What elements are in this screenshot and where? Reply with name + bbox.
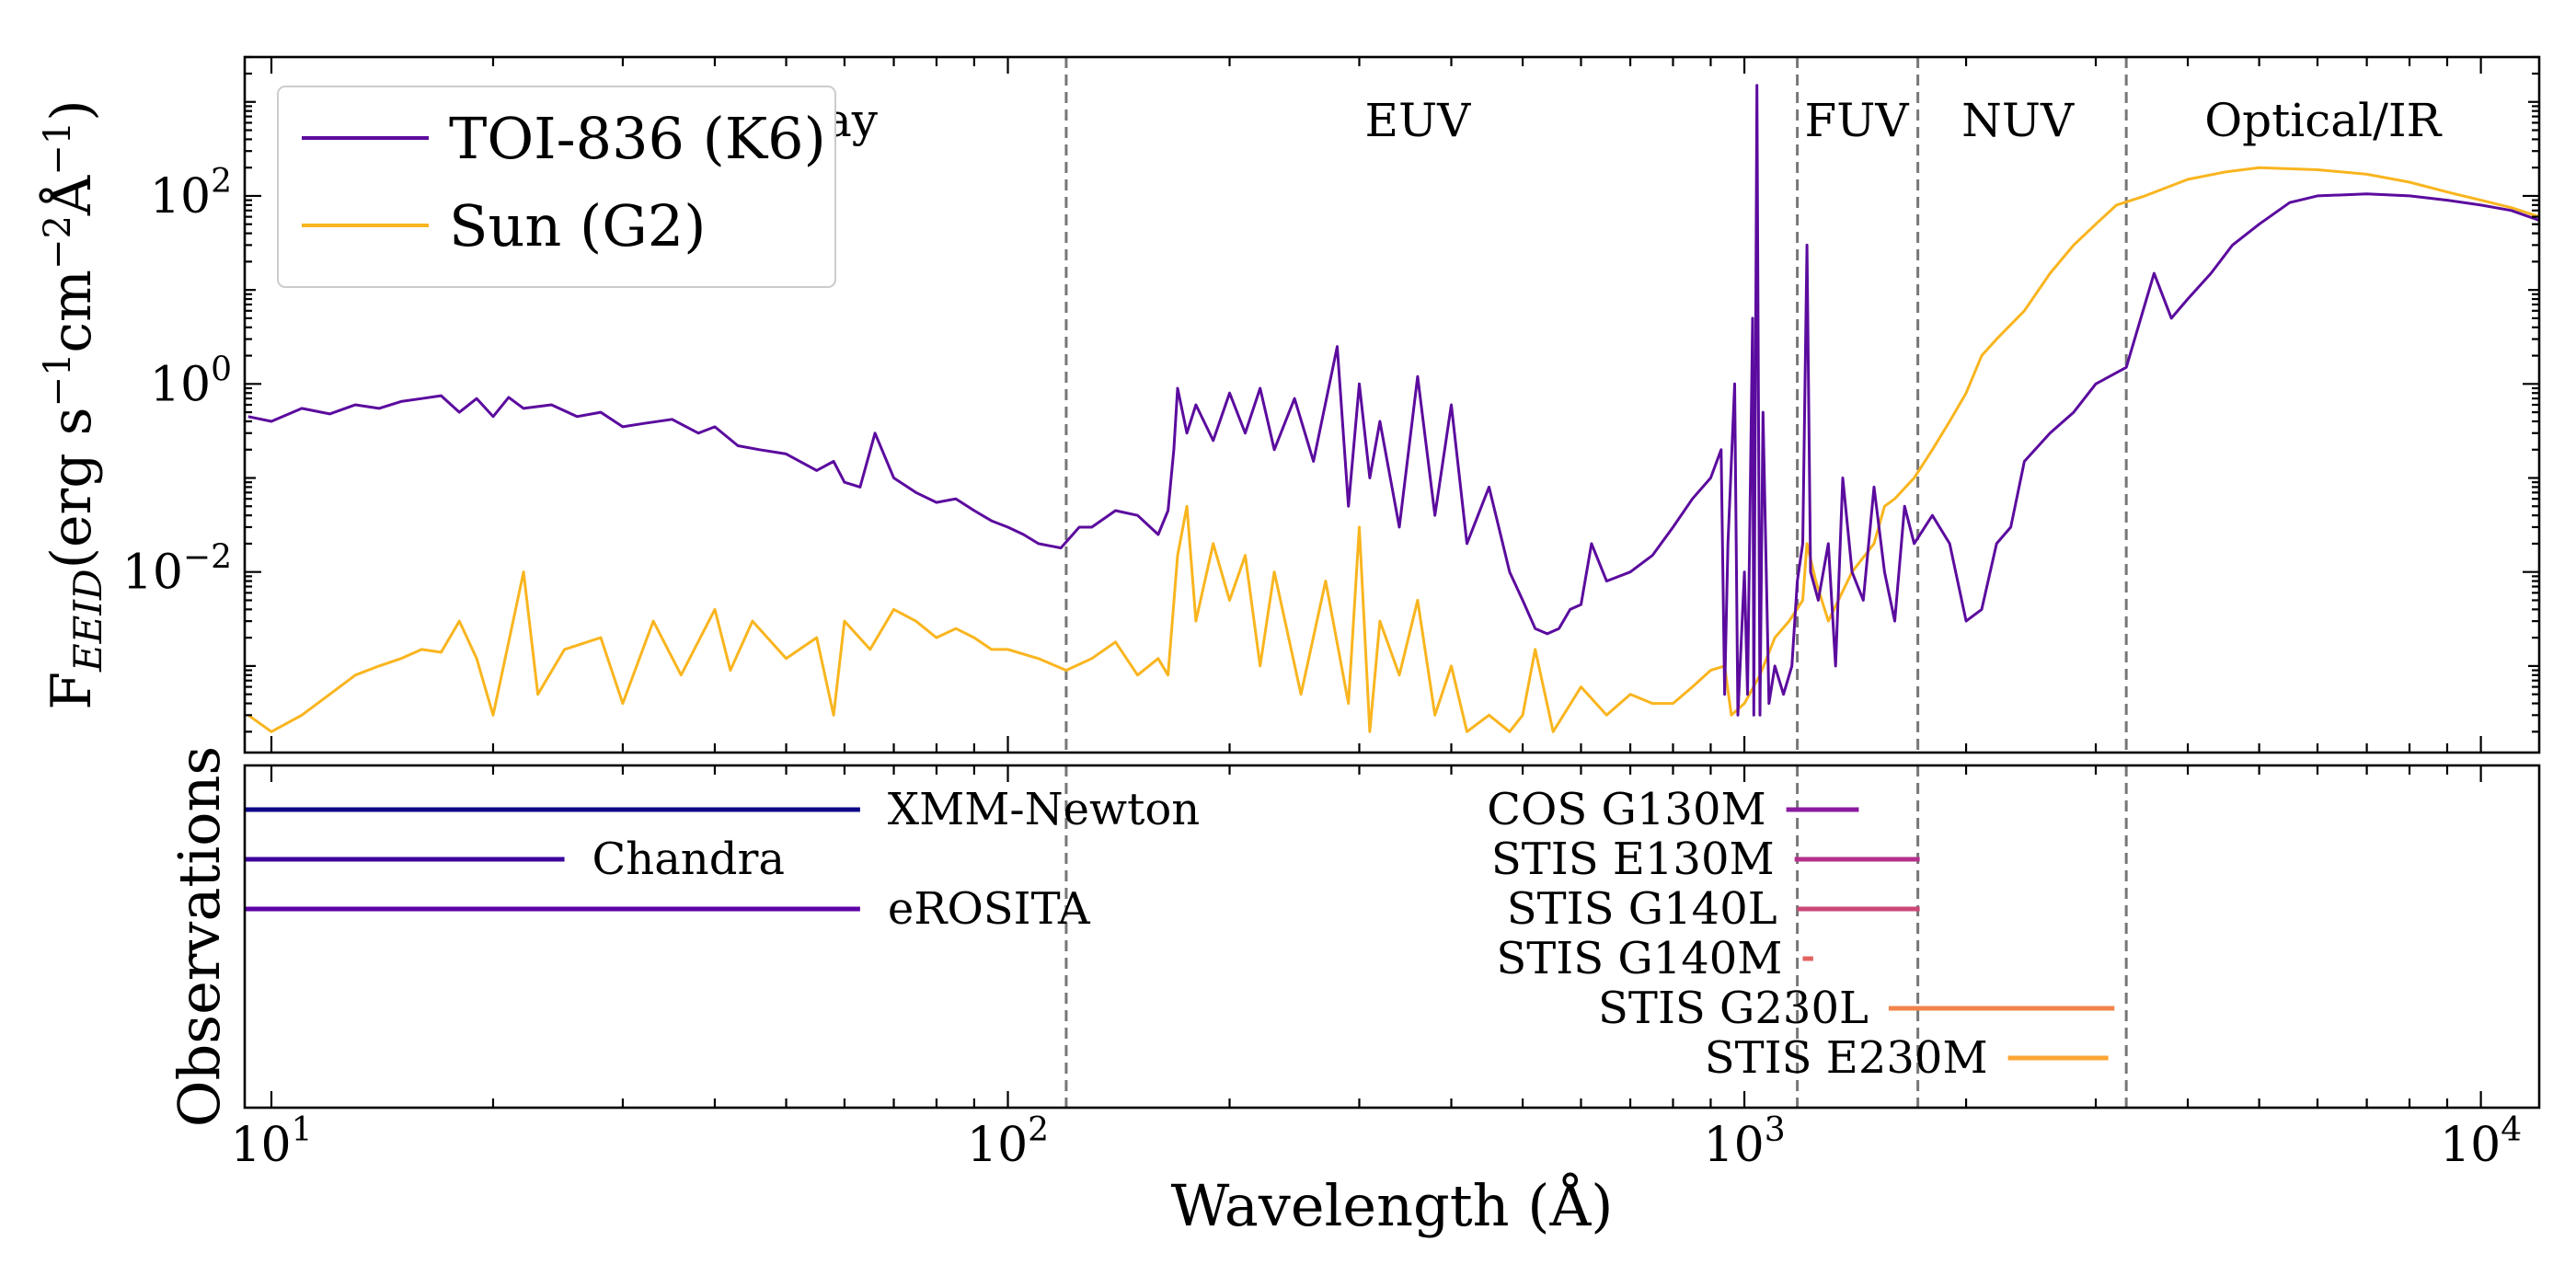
observation-divider-lines <box>1064 765 2128 1108</box>
instrument-label-stis-g140m: STIS G140M <box>1496 933 1782 984</box>
y-tick-label: 100 <box>150 351 232 412</box>
region-label-euv: EUV <box>1364 94 1471 147</box>
instrument-label-erosita: eROSITA <box>888 883 1091 935</box>
legend-label-toi836: TOI-836 (K6) <box>449 105 826 172</box>
instrument-label-stis-g140l: STIS G140L <box>1507 883 1777 935</box>
x-tick-label: 104 <box>2440 1111 2522 1173</box>
bottom-x-ticks <box>270 765 2482 1108</box>
x-tick-labels: 101 102 103 104 <box>230 1111 2522 1173</box>
spectrum-plot-frame <box>243 55 2541 754</box>
instrument-label-stis-g230l: STIS G230L <box>1598 983 1869 1034</box>
series-line-toi-836-k6 <box>247 84 2539 717</box>
x-tick-label: 102 <box>967 1111 1049 1173</box>
region-labels: X-rayEUVFUVNUVOptical/IR <box>755 94 2442 147</box>
series-line-sun-g2 <box>247 166 2539 733</box>
x-axis-label: Wavelength (Å) <box>1171 1172 1614 1239</box>
region-divider-lines <box>1064 57 2128 753</box>
y-tick-label: 102 <box>150 163 232 224</box>
top-y-axis-label: FEEID(erg s−1cm−2Å−1) <box>37 99 110 709</box>
top-y-ticks: 10−2 100 102 <box>122 55 2539 733</box>
instrument-label-xmm-newton: XMM-Newton <box>888 784 1200 835</box>
instrument-label-stis-e130m: STIS E130M <box>1491 834 1775 885</box>
instrument-label-cos-g130m: COS G130M <box>1487 784 1765 835</box>
instrument-label-stis-e230m: STIS E230M <box>1705 1032 1988 1084</box>
instrument-label-chandra: Chandra <box>592 834 785 885</box>
legend-label-sun: Sun (G2) <box>449 192 706 259</box>
legend: TOI-836 (K6) Sun (G2) <box>277 86 836 288</box>
spectrum-series <box>247 84 2539 733</box>
bottom-y-axis-label: Observations <box>166 746 233 1127</box>
region-label-fuv: FUV <box>1805 94 1910 147</box>
observations-plot-frame <box>243 764 2541 1110</box>
region-label-optical-ir: Optical/IR <box>2204 94 2442 147</box>
top-x-ticks <box>270 57 2482 753</box>
instrument-ranges <box>245 807 2115 1061</box>
y-tick-label: 10−2 <box>122 539 232 601</box>
x-tick-label: 103 <box>1704 1111 1786 1173</box>
x-tick-label: 101 <box>230 1111 312 1173</box>
region-label-nuv: NUV <box>1961 94 2075 147</box>
